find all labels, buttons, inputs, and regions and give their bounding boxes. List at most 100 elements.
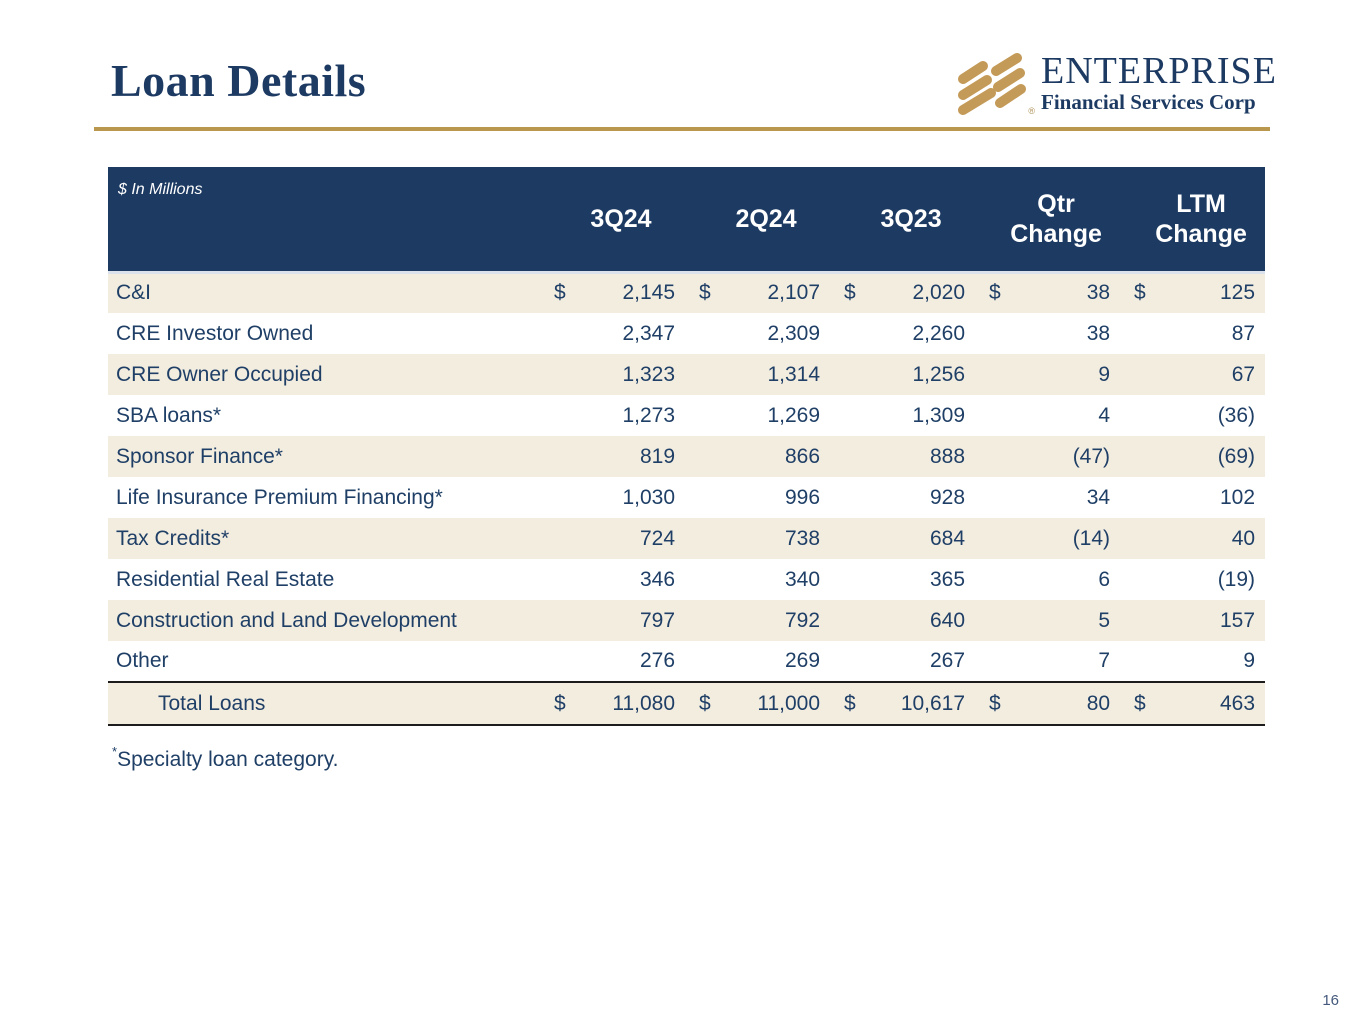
column-header-qtr-change: Qtr Change [975, 167, 1121, 274]
value-qtr-change: 6 [1098, 567, 1111, 591]
total-3q23-value: 10,617 [864, 681, 976, 726]
value-3q24: 1,273 [622, 403, 676, 427]
currency-symbol [830, 641, 864, 682]
column-header-3q24: 3Q24 [540, 167, 686, 274]
loan-category-row: Life Insurance Premium Financing* 1,030 … [108, 477, 1266, 518]
column-header-3q23-label: 3Q23 [880, 204, 942, 233]
loan-category-row: CRE Owner Occupied 1,323 1,314 1,256 9 6… [108, 354, 1266, 395]
loan-table-body: C&I $ 2,145 $ 2,107 $ 2,020 $ 38 $ 125 C… [108, 272, 1266, 682]
currency-symbol [685, 395, 719, 436]
currency-symbol [830, 436, 864, 477]
loan-category-row: Other 276 269 267 7 9 [108, 641, 1266, 682]
loan-category-row: C&I $ 2,145 $ 2,107 $ 2,020 $ 38 $ 125 [108, 272, 1266, 313]
column-header-3q24-label: 3Q24 [590, 204, 652, 233]
currency-symbol [1120, 641, 1154, 682]
column-header-ltm-change: LTM Change [1120, 167, 1266, 274]
value-ltm-change: 67 [1231, 362, 1256, 386]
registered-trademark-symbol: ® [1028, 106, 1035, 116]
currency-symbol [975, 313, 1009, 354]
total-loans-row: Total Loans $ 11,080 $ 11,000 $ 10,617 $… [108, 681, 1266, 726]
value-3q23: 2,260 [912, 321, 966, 345]
currency-symbol [1120, 518, 1154, 559]
value-3q23: 1,256 [912, 362, 966, 386]
currency-symbol [685, 313, 719, 354]
value-3q24: 1,030 [622, 485, 676, 509]
currency-symbol [685, 641, 719, 682]
currency-symbol [975, 395, 1009, 436]
footnote-marker: * [112, 744, 118, 759]
loan-category-label: CRE Owner Occupied [116, 362, 323, 386]
currency-symbol: $ [699, 281, 711, 305]
currency-symbol [975, 518, 1009, 559]
value-ltm-change: (36) [1217, 403, 1256, 427]
currency-symbol: $ [830, 681, 865, 726]
currency-symbol [975, 600, 1009, 641]
loan-category-label: Residential Real Estate [116, 567, 335, 591]
value-2q24: 1,269 [767, 403, 821, 427]
currency-symbol: $ [540, 681, 574, 726]
value-3q24: 1,323 [622, 362, 676, 386]
currency-symbol [685, 559, 719, 600]
loan-category-row: Residential Real Estate 346 340 365 6 (1… [108, 559, 1266, 600]
loan-details-table: $ In Millions 3Q24 2Q24 3Q23 Qtr Change … [108, 167, 1266, 726]
currency-symbol [1120, 477, 1154, 518]
value-qtr-change: 38 [1086, 281, 1111, 305]
loan-category-row: SBA loans* 1,273 1,269 1,309 4 (36) [108, 395, 1266, 436]
value-qtr-change: (14) [1072, 526, 1111, 550]
currency-symbol [830, 313, 864, 354]
loan-category-label: SBA loans* [116, 403, 222, 427]
currency-symbol [975, 559, 1009, 600]
currency-symbol [830, 354, 864, 395]
value-qtr-change: 5 [1098, 608, 1111, 632]
currency-symbol [685, 354, 719, 395]
value-2q24: 866 [784, 444, 821, 468]
value-qtr-change: 4 [1098, 403, 1111, 427]
loan-category-label: Other [116, 649, 169, 672]
loan-category-label: Construction and Land Development [116, 608, 457, 632]
currency-symbol [685, 477, 719, 518]
value-3q23: 928 [930, 485, 966, 509]
column-header-2q24-label: 2Q24 [735, 204, 797, 233]
currency-symbol [540, 641, 574, 682]
value-3q23: 684 [930, 526, 966, 550]
value-ltm-change: (69) [1217, 444, 1256, 468]
value-2q24: 340 [784, 567, 821, 591]
currency-symbol [830, 395, 864, 436]
currency-symbol [685, 518, 719, 559]
currency-symbol: $ [685, 681, 720, 726]
value-3q23: 640 [930, 608, 966, 632]
value-2q24: 792 [784, 608, 821, 632]
company-logo: ® ENTERPRISE Financial Services Corp [955, 52, 1277, 118]
value-2q24: 738 [784, 526, 821, 550]
column-header-qtr-change-label: Qtr Change [1010, 189, 1102, 248]
currency-symbol [830, 477, 864, 518]
value-qtr-change: 34 [1086, 485, 1111, 509]
value-3q23: 888 [930, 444, 966, 468]
value-qtr-change: 9 [1098, 362, 1111, 386]
value-3q24: 797 [639, 608, 676, 632]
value-qtr-change: (47) [1072, 444, 1111, 468]
currency-symbol [1120, 600, 1154, 641]
table-header-row: $ In Millions 3Q24 2Q24 3Q23 Qtr Change … [108, 167, 1266, 274]
currency-symbol [540, 313, 574, 354]
value-2q24: 996 [784, 485, 821, 509]
currency-symbol [830, 518, 864, 559]
currency-symbol [1120, 395, 1154, 436]
units-note: $ In Millions [108, 167, 540, 274]
currency-symbol [685, 436, 719, 477]
value-ltm-change: (19) [1217, 567, 1256, 591]
total-3q24-value: 11,080 [574, 681, 686, 726]
total-loans-label: Total Loans [108, 681, 540, 726]
currency-symbol [1120, 313, 1154, 354]
loan-category-label: Life Insurance Premium Financing* [116, 485, 443, 509]
currency-symbol: $ [1134, 281, 1146, 305]
currency-symbol [1120, 436, 1154, 477]
value-3q23: 1,309 [912, 403, 966, 427]
value-qtr-change: 38 [1086, 321, 1111, 345]
loan-category-label: C&I [116, 281, 152, 305]
currency-symbol [975, 641, 1009, 682]
value-qtr-change: 7 [1098, 649, 1111, 672]
currency-symbol [540, 477, 574, 518]
currency-symbol [975, 477, 1009, 518]
loan-category-row: Construction and Land Development 797 79… [108, 600, 1266, 641]
